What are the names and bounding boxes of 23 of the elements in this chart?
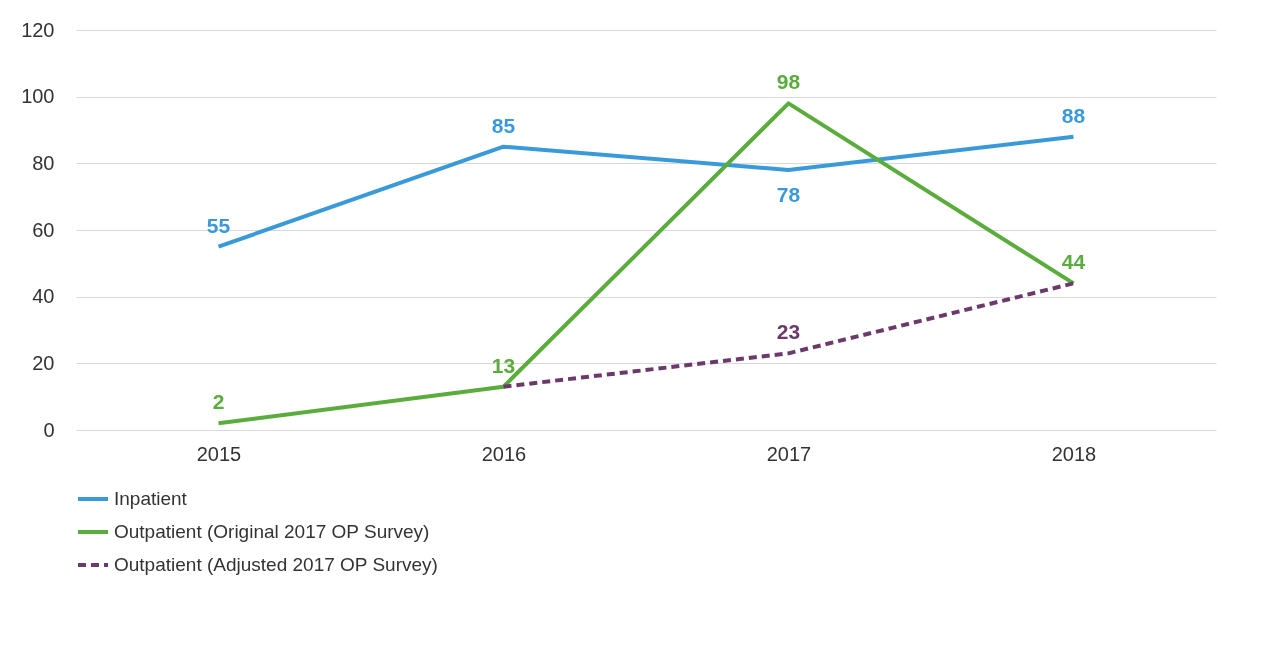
data-label: 13 [491, 353, 516, 377]
x-tick-label: 2017 [766, 442, 812, 465]
data-label: 23 [776, 320, 801, 344]
x-tick-label: 2018 [1051, 442, 1097, 465]
y-tick-label: 100 [21, 85, 55, 108]
y-tick-label: 20 [32, 351, 55, 374]
data-label: 78 [776, 183, 801, 206]
data-label: 88 [1061, 103, 1086, 127]
y-tick-label: 40 [32, 285, 55, 308]
y-tick-label: 0 [43, 418, 55, 441]
data-label: 2 [212, 390, 225, 414]
y-tick-label: 60 [32, 218, 55, 241]
x-tick-label: 2015 [196, 442, 242, 465]
data-label: 44 [1061, 250, 1086, 274]
legend-label: Outpatient (Adjusted 2017 OP Survey) [114, 554, 438, 575]
y-tick-label: 120 [21, 18, 55, 41]
data-label: 55 [206, 213, 231, 237]
data-label: 85 [491, 113, 516, 137]
legend-label: Outpatient (Original 2017 OP Survey) [114, 521, 430, 542]
data-label: 98 [776, 70, 801, 94]
legend-label: Inpatient [114, 488, 188, 509]
y-tick-label: 80 [32, 151, 55, 174]
x-tick-label: 2016 [481, 442, 527, 465]
